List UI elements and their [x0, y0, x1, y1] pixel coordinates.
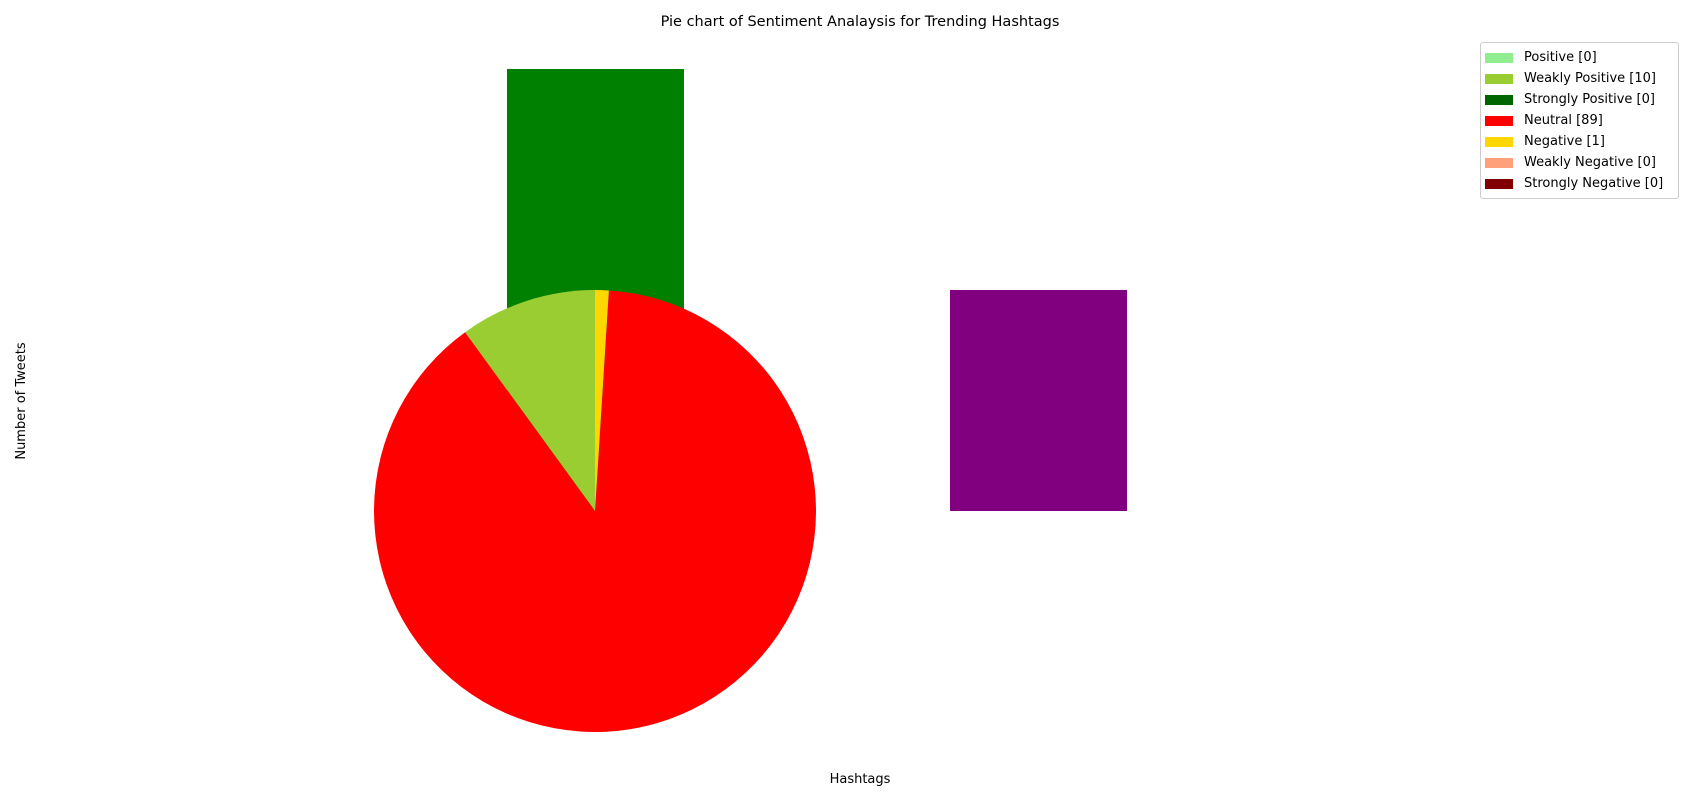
legend-swatch [1485, 94, 1513, 105]
legend-item: Negative [1] [1481, 131, 1678, 152]
legend-swatch [1485, 178, 1513, 189]
pie-slice-neutral [373, 290, 816, 733]
legend-label: Strongly Positive [0] [1524, 92, 1655, 107]
chart-title: Pie chart of Sentiment Analaysis for Tre… [661, 14, 1060, 30]
x-axis-label: Hashtags [830, 772, 891, 787]
legend-item: Positive [0] [1481, 47, 1678, 68]
legend-swatch [1485, 73, 1513, 84]
pie [373, 290, 816, 733]
purple-rectangle [950, 290, 1127, 511]
legend-item: Strongly Positive [0] [1481, 89, 1678, 110]
legend-label: Neutral [89] [1524, 113, 1603, 128]
legend-label: Negative [1] [1524, 134, 1605, 149]
legend-label: Positive [0] [1524, 50, 1597, 65]
pie-slice-weakly-positive [465, 290, 595, 511]
legend-swatch [1485, 136, 1513, 147]
y-axis-label: Number of Tweets [14, 342, 29, 460]
legend-swatch [1485, 157, 1513, 168]
legend-swatch [1485, 52, 1513, 63]
legend-swatch [1485, 115, 1513, 126]
legend-item: Weakly Negative [0] [1481, 152, 1678, 173]
legend: Positive [0] Weakly Positive [10] Strongly… [1480, 42, 1679, 199]
legend-item: Weakly Positive [10] [1481, 68, 1678, 89]
legend-item: Neutral [89] [1481, 110, 1678, 131]
legend-item: Strongly Negative [0] [1481, 173, 1678, 194]
legend-label: Strongly Negative [0] [1524, 176, 1664, 191]
legend-label: Weakly Positive [10] [1524, 71, 1656, 86]
legend-label: Weakly Negative [0] [1524, 155, 1656, 170]
pie-slice-negative [595, 290, 609, 511]
